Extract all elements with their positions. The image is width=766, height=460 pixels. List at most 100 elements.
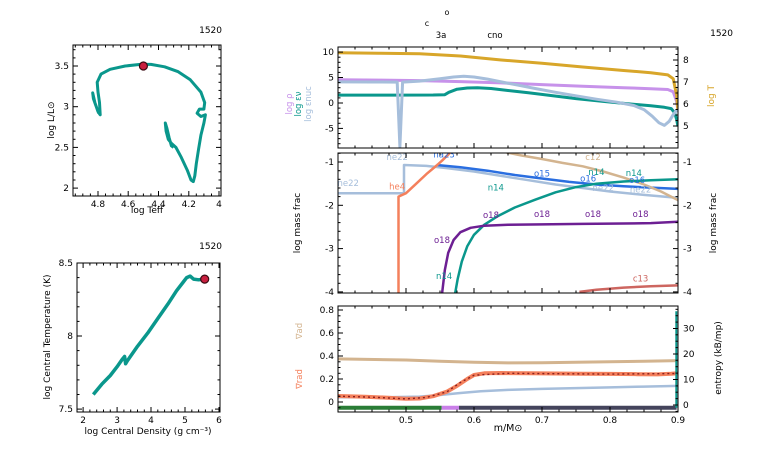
label-log-central-density-g-cm-: log Central Density (g cm⁻³): [85, 427, 212, 437]
annotation-ne22: ne22: [630, 185, 651, 195]
label-log-nuc: log εnuc: [304, 86, 314, 122]
y-tick-label: 3: [63, 103, 69, 113]
annotation-o18: o18: [633, 210, 649, 220]
x-tick-label: 4.8: [91, 200, 106, 210]
label-log-: log εν: [294, 91, 304, 116]
x-tick-label: 0.6: [467, 416, 482, 426]
y2-tick-label: 6: [683, 100, 689, 110]
y-tick-label: 3.5: [55, 62, 69, 72]
y-tick-label: 0.6: [320, 329, 335, 339]
series-c13: [579, 284, 678, 293]
series-ne22: [338, 163, 678, 200]
label-3a: 3a: [436, 31, 447, 41]
y-tick-label: 2.5: [55, 143, 69, 153]
series-c12: [506, 153, 678, 202]
x-tick-label: 0.9: [671, 416, 686, 426]
x-tick-label: 6: [216, 416, 222, 426]
annotation-c13: c13: [633, 275, 649, 285]
x-tick-label: 3: [114, 416, 120, 426]
panel-profile-top: 10 5 0 -5 8 7 6 5 log ρ log εν log εnuc log T o c 3a cn…: [285, 8, 733, 149]
y-tick-label: 0: [328, 99, 334, 109]
annotation-ne22: ne22: [386, 153, 407, 163]
label-1520: 1520: [710, 29, 733, 39]
panel-profile-gradients: 0.5 0.6 0.7 0.8 0.9 0.8 0.6 0.4 0.2 0 30 20 10 0 ∇ad ∇r…: [295, 305, 724, 434]
y2-tick-label: 5: [683, 122, 689, 132]
x-tick-label: 5: [182, 416, 188, 426]
series-trho-track: [91, 274, 204, 396]
series-grad-t: [338, 372, 678, 400]
annotation-o18: o18: [585, 210, 601, 220]
y-tick-label: 7.5: [59, 405, 73, 415]
series-he4: [397, 153, 452, 293]
series-o16: [436, 163, 678, 191]
annotation-ne22: ne22: [592, 184, 613, 194]
y-tick-label: 0.8: [320, 306, 335, 316]
y-tick-label: 0: [328, 398, 334, 408]
annotation-n14: n14: [626, 169, 642, 179]
annotation-ne22: ne22: [337, 179, 358, 189]
label-entropy-kb-mp-: entropy (kB/mp): [714, 321, 724, 395]
x-tick-label: 2: [80, 416, 86, 426]
current-model-marker: [200, 274, 210, 284]
annotation-o18: o18: [483, 211, 499, 221]
series-n14: [453, 178, 678, 293]
series-grad-ad: [338, 357, 678, 365]
label-log-mass-frac: log mass frac: [709, 193, 719, 253]
y2-tick-label: 30: [683, 324, 695, 334]
label-c: c: [425, 19, 429, 28]
annotation-o16: o16: [629, 176, 645, 186]
y2-tick-label: -1: [683, 158, 692, 168]
annotation-he4: he4: [389, 182, 405, 192]
panel-profile-abundances: ne22 na23 ne22 he4 n14 o18 o18 o18 o18 o18 n14 o15 c…: [293, 151, 719, 298]
y2-tick-label: 7: [683, 78, 689, 88]
y-tick-label: -1: [325, 158, 334, 168]
label--ad: ∇ad: [295, 323, 305, 340]
annotation-o18: o18: [434, 236, 450, 246]
series-o18: [440, 220, 678, 293]
label-log-teff: log Teff: [131, 206, 164, 216]
label-log-central-temperature-k-: log Central Temperature (K): [43, 274, 53, 399]
panel-central-t-rho: 2 3 4 5 6 8.5 8 7.5 log Central Temperature (K) l…: [43, 242, 222, 437]
y-tick-label: -4: [325, 288, 334, 298]
annotation-n14: n14: [436, 272, 452, 282]
y-tick-label: -2: [325, 201, 334, 211]
series-hr-track: [91, 62, 207, 184]
y-tick-label: 10: [323, 48, 335, 58]
y2-tick-label: 0: [683, 401, 689, 411]
label-log-t: log T: [707, 84, 717, 107]
label-log-: log ρ: [285, 93, 295, 114]
y2-tick-label: -4: [683, 288, 692, 298]
label-m-m-: m/M⊙: [494, 423, 523, 434]
panel-border: [72, 44, 222, 197]
series-log-eps-nu: [338, 86, 678, 127]
label-log-mass-frac: log mass frac: [293, 193, 303, 253]
series-log-eps-nuc: [338, 74, 678, 148]
x-tick-label: 4.4: [151, 200, 166, 210]
x-tick-label: 0.5: [399, 416, 413, 426]
panel-border: [337, 46, 679, 149]
label-1520: 1520: [199, 242, 222, 252]
y2-tick-label: -3: [683, 245, 692, 255]
series-entropy: [338, 384, 678, 399]
y-tick-label: -3: [325, 245, 334, 255]
annotation-o18: o18: [534, 210, 550, 220]
y-tick-label: 8: [67, 332, 73, 342]
current-model-marker: [138, 61, 148, 71]
y-tick-label: 8.5: [59, 259, 73, 269]
label-1520: 1520: [199, 26, 222, 36]
y-tick-label: 0.2: [320, 375, 334, 385]
y-tick-label: 5: [328, 74, 334, 84]
annotation-o16: o16: [580, 175, 596, 185]
x-tick-label: 4: [148, 416, 154, 426]
x-tick-label: 0.8: [603, 416, 618, 426]
label-log-l-l-: log L/L⊙: [47, 101, 57, 138]
x-tick-label: 4.6: [121, 200, 136, 210]
annotation-o15: o15: [534, 169, 550, 179]
annotation-c12: c12: [585, 153, 601, 163]
panel-border: [76, 262, 221, 413]
x-tick-label: 4: [216, 200, 222, 210]
annotation-na23: na23: [433, 151, 454, 161]
y-tick-label: 0.4: [320, 352, 335, 362]
y2-tick-label: 10: [683, 375, 695, 385]
